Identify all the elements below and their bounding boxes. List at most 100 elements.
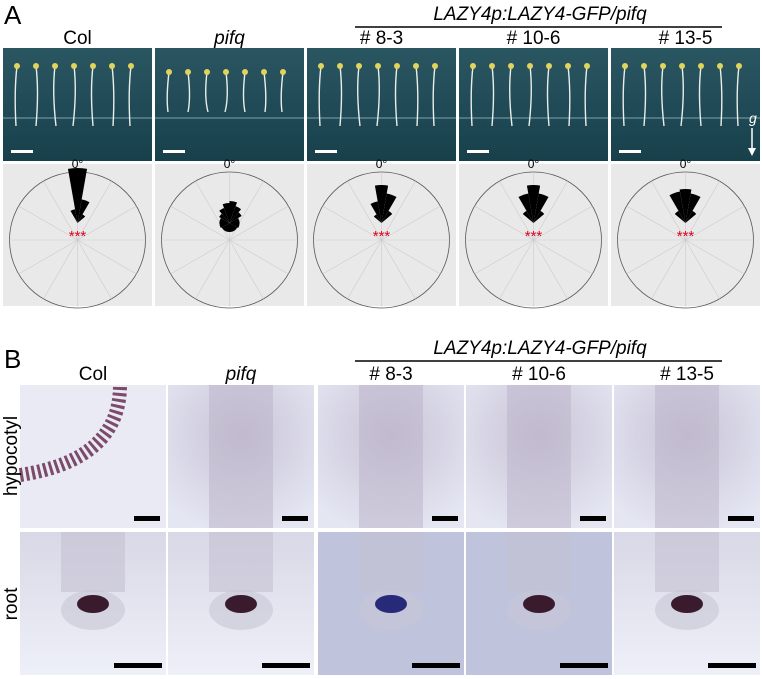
gravity-label: g — [749, 110, 757, 126]
rose-wedge — [373, 214, 382, 223]
seedling — [263, 71, 267, 113]
rose-wedge — [77, 199, 90, 223]
column-header: # 13-5 — [660, 364, 714, 385]
cotyledon — [584, 63, 590, 69]
cotyledon — [33, 63, 39, 69]
cotyledon — [413, 63, 419, 69]
significance: *** — [373, 228, 391, 245]
stain — [225, 595, 257, 613]
hypocotyl-body — [209, 385, 273, 528]
rose-wedge — [381, 210, 393, 223]
plate-photo — [307, 48, 456, 161]
cotyledon — [375, 63, 381, 69]
seedling — [224, 71, 228, 113]
significance: *** — [677, 228, 695, 245]
column-header: # 13-5 — [659, 28, 713, 49]
rose-spoke — [499, 180, 568, 300]
scale-bar — [134, 516, 160, 521]
rose-wedge — [229, 206, 242, 223]
cotyledon — [641, 63, 647, 69]
scale-bar — [619, 150, 641, 153]
seedling — [318, 65, 322, 127]
angle-label: 0° — [376, 157, 388, 171]
row-label: root — [1, 587, 22, 620]
seedling — [394, 65, 398, 127]
stain — [671, 595, 703, 613]
scale-bar — [11, 150, 33, 153]
rose-wedge — [526, 184, 541, 223]
hypocotyl-body — [655, 385, 719, 528]
rose-wedge — [229, 212, 242, 223]
rose-wedge — [374, 184, 389, 223]
cotyledon — [204, 69, 210, 75]
rose-wedge — [533, 210, 545, 223]
significance: *** — [69, 228, 87, 245]
seedling — [242, 71, 246, 113]
scale-bar — [282, 516, 308, 521]
seedling — [546, 65, 550, 127]
plate-photo — [611, 48, 760, 161]
column-header: Col — [63, 28, 92, 49]
cotyledon — [90, 63, 96, 69]
seedling — [339, 65, 343, 127]
root-body — [359, 532, 423, 592]
seedling — [376, 65, 380, 127]
rose-wedge — [219, 213, 230, 223]
cotyledon — [356, 63, 362, 69]
rose-wedge — [221, 223, 238, 232]
seedling — [128, 65, 132, 127]
hypocotyl-curve — [18, 384, 127, 482]
seedling — [470, 65, 474, 127]
gravity-arrowhead — [748, 148, 756, 156]
cotyledon — [432, 63, 438, 69]
scale-bar — [315, 150, 337, 153]
cotyledon — [565, 63, 571, 69]
cotyledon — [71, 63, 77, 69]
rose-wedge — [381, 193, 397, 223]
seedling — [622, 65, 626, 127]
seedling — [719, 65, 723, 127]
seedling — [432, 65, 436, 127]
column-header: pifq — [213, 28, 245, 49]
hypocotyl-photo — [20, 385, 166, 528]
cotyledon — [280, 69, 286, 75]
cotyledon — [223, 69, 229, 75]
rose-wedge — [685, 193, 701, 223]
panel-label: A — [4, 0, 22, 30]
plate-photo — [155, 48, 304, 161]
cotyledon — [470, 63, 476, 69]
rose-wedge — [522, 210, 534, 223]
seedling — [280, 71, 284, 113]
cotyledon — [546, 63, 552, 69]
rose-spoke — [43, 180, 112, 300]
scale-bar — [432, 516, 458, 521]
seedling — [14, 65, 18, 127]
column-header: pifq — [225, 364, 257, 385]
rose-wedge — [222, 203, 230, 223]
seedling — [491, 65, 495, 127]
rose-wedge — [229, 201, 238, 223]
hypocotyl-body — [359, 385, 423, 528]
cotyledon — [736, 63, 742, 69]
scale-bar — [412, 663, 460, 668]
rose-spoke — [195, 180, 264, 300]
cotyledon — [261, 69, 267, 75]
cotyledon — [489, 63, 495, 69]
seedling — [736, 65, 740, 127]
angle-label: 0° — [680, 157, 692, 171]
rose-spoke — [651, 180, 720, 300]
rose-wedge — [77, 214, 86, 223]
rose-wedge — [679, 189, 692, 223]
cotyledon — [318, 63, 324, 69]
cotyledon — [128, 63, 134, 69]
root-body — [655, 532, 719, 592]
scale-bar — [114, 663, 162, 668]
cotyledon — [679, 63, 685, 69]
stain — [523, 595, 555, 613]
angle-label: 0° — [224, 157, 236, 171]
column-header: # 10-6 — [507, 28, 561, 49]
cotyledon — [660, 63, 666, 69]
scale-bar — [728, 516, 754, 521]
scale-bar — [163, 150, 185, 153]
